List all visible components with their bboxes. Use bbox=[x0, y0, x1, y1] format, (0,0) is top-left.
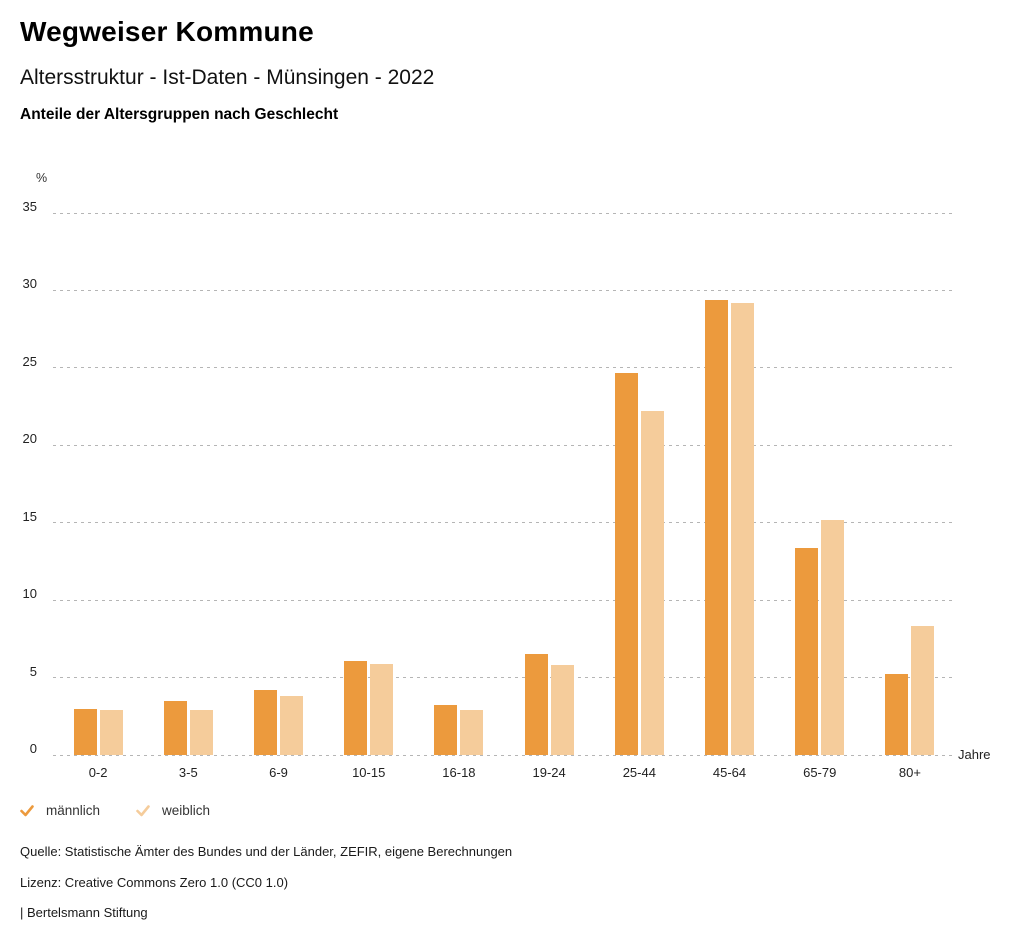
bar-group-19-24 bbox=[504, 213, 594, 755]
y-axis-unit-label: % bbox=[36, 171, 48, 185]
x-axis-unit-label: Jahre bbox=[958, 747, 991, 762]
bar-group-65-79 bbox=[775, 213, 865, 755]
gridline-20 bbox=[53, 444, 955, 446]
bar-männlich-16-18 bbox=[434, 705, 458, 755]
legend: männlich weiblich bbox=[20, 803, 210, 818]
bar-weiblich-65-79 bbox=[821, 519, 845, 755]
bar-männlich-6-9 bbox=[254, 689, 277, 755]
attribution-note: | Bertelsmann Stiftung bbox=[20, 905, 148, 920]
x-axis-tick-label-6-9: 6-9 bbox=[269, 765, 288, 780]
y-axis-tick-label: 15 bbox=[22, 508, 37, 524]
bar-weiblich-10-15 bbox=[370, 663, 394, 755]
bar-männlich-3-5 bbox=[163, 700, 187, 755]
y-axis-tick-label: 0 bbox=[29, 741, 37, 756]
bar-group-80+ bbox=[865, 213, 955, 755]
bar-group-10-15 bbox=[324, 213, 414, 755]
x-axis-tick-label-65-79: 65-79 bbox=[803, 765, 837, 780]
bar-männlich-10-15 bbox=[344, 660, 368, 755]
x-axis-tick-label-0-2: 0-2 bbox=[88, 765, 108, 780]
y-axis-tick-label: 10 bbox=[22, 586, 37, 602]
y-axis-tick-label: 5 bbox=[29, 663, 37, 679]
license-note: Lizenz: Creative Commons Zero 1.0 (CC0 1… bbox=[20, 875, 289, 890]
bar-group-25-44 bbox=[594, 213, 684, 755]
y-axis-tick-label: 30 bbox=[22, 276, 37, 292]
legend-label: weiblich bbox=[162, 803, 211, 818]
gridline-15 bbox=[53, 522, 955, 524]
bar-weiblich-0-2 bbox=[99, 710, 123, 755]
x-axis: 0-2 3-5 6-9 10-15 16-18 19-24 25-44 45-64 65-79 8… bbox=[53, 765, 955, 780]
page-title: Wegweiser Kommune bbox=[20, 16, 314, 47]
bar-weiblich-19-24 bbox=[550, 665, 574, 755]
bar-männlich-80+ bbox=[885, 674, 909, 755]
bar-weiblich-45-64 bbox=[731, 302, 755, 755]
y-axis-tick-label: 20 bbox=[22, 431, 37, 447]
bar-group-6-9 bbox=[233, 213, 323, 755]
gridline-25 bbox=[53, 367, 955, 369]
bar-weiblich-80+ bbox=[911, 626, 935, 755]
x-axis-tick-label-45-64: 45-64 bbox=[712, 765, 747, 780]
check-icon bbox=[136, 804, 150, 816]
legend-label: männlich bbox=[46, 803, 101, 818]
bar-weiblich-6-9 bbox=[280, 696, 303, 755]
plot-area: 0 5 10 15 20 25 30 35 bbox=[23, 200, 955, 756]
x-axis-tick-label-80+: 80+ bbox=[898, 765, 921, 780]
y-axis-tick-label: 25 bbox=[22, 353, 37, 369]
gridline-30 bbox=[53, 289, 955, 291]
x-axis-tick-label-10-15: 10-15 bbox=[352, 765, 386, 780]
chart-title: Altersstruktur - Ist-Daten - Münsingen -… bbox=[20, 66, 435, 89]
bar-group-16-18 bbox=[414, 213, 504, 755]
bar-weiblich-16-18 bbox=[460, 710, 484, 755]
bar-groups bbox=[53, 213, 955, 755]
chart-area: % 0 5 10 15 20 25 30 35 0-2 3-5 6-9 10-15 16-18 19-2… bbox=[23, 171, 991, 780]
bar-männlich-45-64 bbox=[705, 299, 729, 755]
bar-group-3-5 bbox=[143, 213, 233, 755]
x-axis-tick-label-16-18: 16-18 bbox=[442, 765, 476, 780]
bar-männlich-19-24 bbox=[524, 654, 548, 755]
gridline-5 bbox=[53, 677, 955, 679]
legend-item-maennlich[interactable]: männlich bbox=[20, 803, 100, 818]
chart-subtitle: Anteile der Altersgruppen nach Geschlech… bbox=[20, 106, 339, 123]
x-axis-tick-label-3-5: 3-5 bbox=[178, 765, 198, 780]
gridline-10 bbox=[53, 599, 955, 601]
y-axis-tick-label: 35 bbox=[22, 199, 37, 214]
bar-weiblich-25-44 bbox=[640, 411, 664, 755]
x-axis-tick-label-19-24: 19-24 bbox=[532, 765, 566, 780]
check-icon bbox=[20, 804, 34, 816]
bar-group-0-2 bbox=[53, 213, 143, 755]
bar-weiblich-3-5 bbox=[189, 710, 213, 755]
bar-männlich-25-44 bbox=[614, 372, 638, 755]
source-note: Quelle: Statistische Ämter des Bundes un… bbox=[20, 844, 513, 859]
bar-group-45-64 bbox=[684, 213, 774, 755]
bar-männlich-65-79 bbox=[795, 547, 819, 755]
legend-item-weiblich[interactable]: weiblich bbox=[136, 803, 210, 818]
gridline-35 bbox=[53, 212, 955, 214]
x-axis-tick-label-25-44: 25-44 bbox=[622, 765, 656, 780]
gridline-0 bbox=[53, 754, 955, 756]
bar-männlich-0-2 bbox=[73, 708, 97, 755]
